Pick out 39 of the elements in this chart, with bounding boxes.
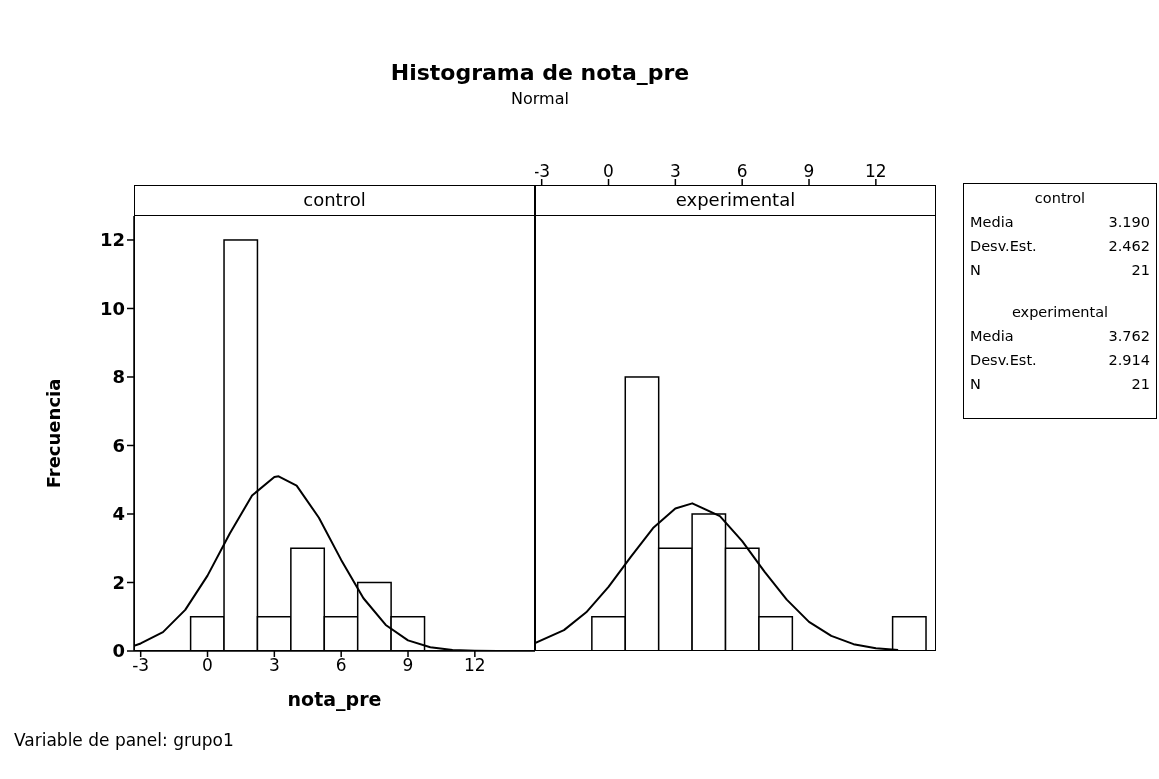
text: Desv.Est. [970, 237, 1037, 256]
y-tick-label: 8 [112, 366, 125, 388]
x-tick-label: -3 [132, 655, 150, 676]
text: 3.762 [1108, 327, 1150, 346]
text: 21 [1131, 375, 1150, 394]
text: 3.190 [1108, 213, 1150, 232]
text: Media [970, 327, 1014, 346]
text: Variable de panel: grupo1 [14, 730, 234, 750]
x-tick-label: 6 [335, 655, 347, 676]
text: Media [970, 213, 1014, 232]
text: 2.914 [1108, 351, 1150, 370]
x-tick-label: 0 [202, 655, 213, 676]
x-tick-label: 12 [464, 655, 486, 676]
y-axis-title: Frecuencia [43, 378, 65, 489]
x-tick-label: 3 [268, 655, 280, 676]
text: 2.462 [1108, 237, 1150, 256]
chart-title: control [134, 185, 535, 216]
x-tick-label: 0 [603, 161, 614, 181]
x-tick-label: 12 [865, 161, 887, 181]
text: experimental [1010, 303, 1110, 322]
text: Histograma de nota_pre [389, 60, 691, 85]
x-tick-label: 3 [669, 161, 681, 181]
y-tick-label: 4 [112, 503, 125, 525]
x-tick-label: 9 [803, 161, 815, 181]
text: 21 [1131, 261, 1150, 280]
text: N [970, 261, 981, 280]
y-tick-label: 10 [99, 297, 125, 319]
text: N [970, 375, 981, 394]
x-axis-title: nota_pre [287, 688, 382, 711]
y-tick-label: 6 [112, 434, 125, 456]
y-tick-label: 0 [112, 640, 125, 662]
chart-title: experimental [535, 185, 936, 216]
x-tick-label: 6 [736, 161, 748, 181]
text: Desv.Est. [970, 351, 1037, 370]
y-tick-label: 2 [112, 571, 125, 593]
text: Normal [510, 89, 570, 108]
y-tick-label: 12 [99, 229, 125, 251]
text: control [1033, 189, 1087, 208]
x-tick-label: 9 [402, 655, 414, 676]
